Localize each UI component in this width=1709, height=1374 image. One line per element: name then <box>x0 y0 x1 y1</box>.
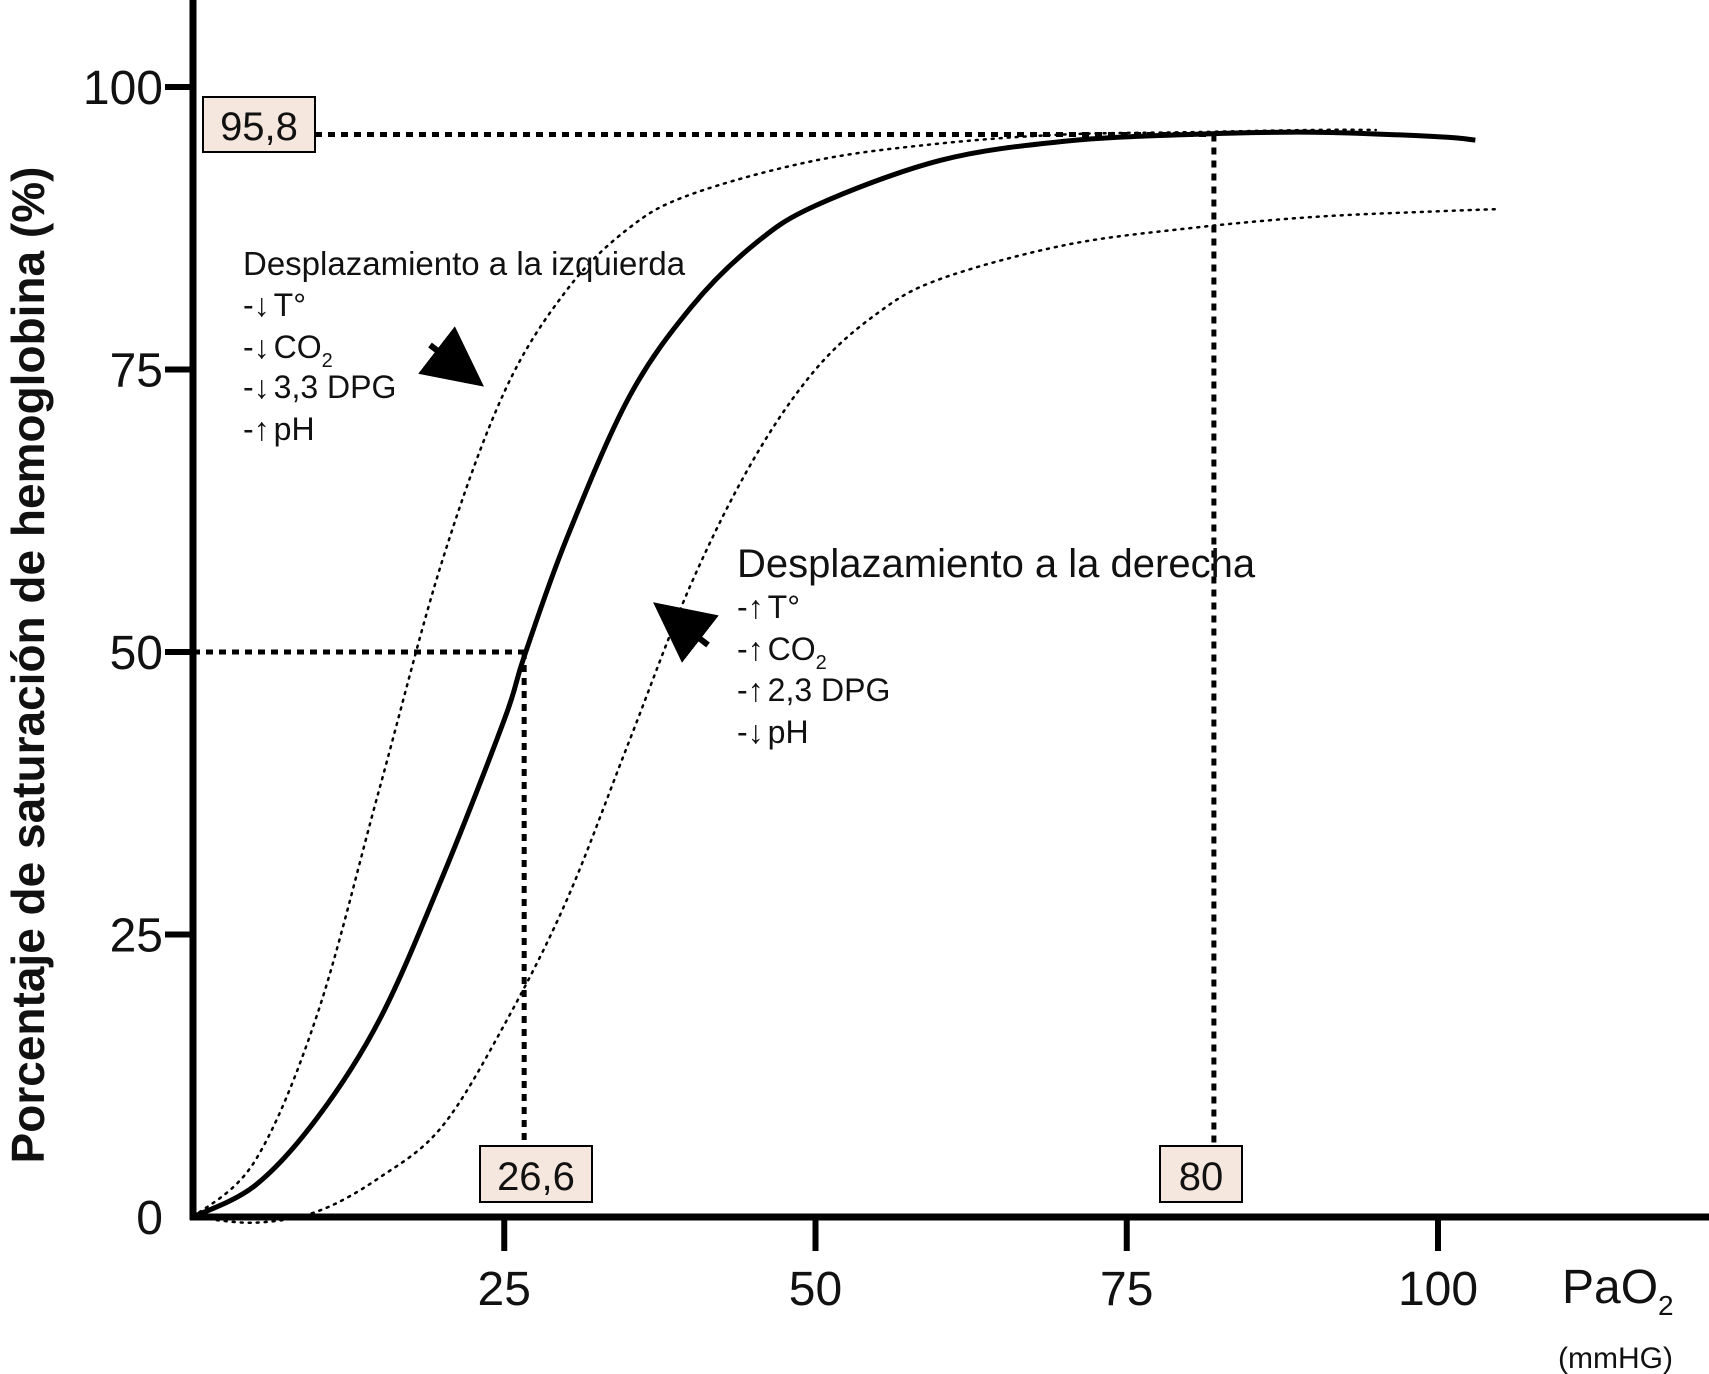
callout-26-6-box <box>479 1145 593 1203</box>
x-axis-label-text: PaO <box>1562 1261 1658 1314</box>
axes <box>189 0 1709 1221</box>
callout-95-8: 95,8 <box>202 96 316 153</box>
left-shift-item: -↓ T° <box>243 287 306 323</box>
x-axis-label-subscript: 2 <box>1658 1290 1674 1321</box>
callout-26-6-label: 26,6 <box>497 1155 575 1199</box>
x-axis-unit: (mmHG) <box>1558 1342 1673 1374</box>
left-shift-item: -↑ pH <box>243 411 315 447</box>
x-tick-label: 100 <box>1398 1263 1478 1316</box>
curve-left-shift <box>191 128 1377 1219</box>
callout-80-box <box>1159 1145 1243 1203</box>
right-shift-item: -↑ 2,3 DPG <box>737 672 890 708</box>
x-axis-label: PaO2 <box>1562 1261 1674 1321</box>
right-shift-arrow-icon <box>653 602 719 663</box>
y-tick-label: 0 <box>136 1192 163 1245</box>
left-shift-title: Desplazamiento a la izquierda <box>243 245 686 282</box>
y-axis-label: Porcentaje de saturación de hemoglobina … <box>2 167 54 1164</box>
left-shift-item: -↓ CO2 <box>243 329 333 372</box>
ticks-layer: 25 50 75 100 0 25 50 75 100 <box>83 62 1478 1316</box>
x-tick-label: 50 <box>789 1263 842 1316</box>
callout-26-6: 26,6 <box>479 1145 593 1203</box>
curve-normal <box>191 129 1476 1220</box>
callout-95-8-label: 95,8 <box>220 105 298 149</box>
right-shift-item: -↑ CO2 <box>737 631 827 674</box>
y-tick-label: 50 <box>110 627 163 680</box>
y-tick-label: 100 <box>83 62 163 115</box>
left-shift-item: -↓ 3,3 DPG <box>243 369 396 405</box>
reference-lines <box>193 131 1217 1146</box>
right-shift-item: -↓ pH <box>737 714 809 750</box>
curves-layer <box>191 128 1502 1224</box>
left-shift-arrow-icon <box>418 326 485 387</box>
callout-80: 80 <box>1159 1145 1243 1203</box>
callout-95-8-box <box>202 96 316 153</box>
y-tick-label: 25 <box>110 910 163 963</box>
x-tick-label: 25 <box>478 1263 531 1316</box>
right-shift-title: Desplazamiento a la derecha <box>737 542 1256 586</box>
x-tick-label: 75 <box>1100 1263 1153 1316</box>
right-shift-annotation: Desplazamiento a la derecha -↑ T° -↑ CO2 -… <box>653 542 1256 750</box>
right-shift-item: -↑ T° <box>737 589 800 625</box>
curve-right-shift <box>191 207 1502 1224</box>
y-tick-label: 75 <box>110 345 163 398</box>
left-shift-annotation: Desplazamiento a la izquierda -↓ T° -↓ CO2… <box>243 245 686 447</box>
callout-80-label: 80 <box>1179 1155 1224 1199</box>
